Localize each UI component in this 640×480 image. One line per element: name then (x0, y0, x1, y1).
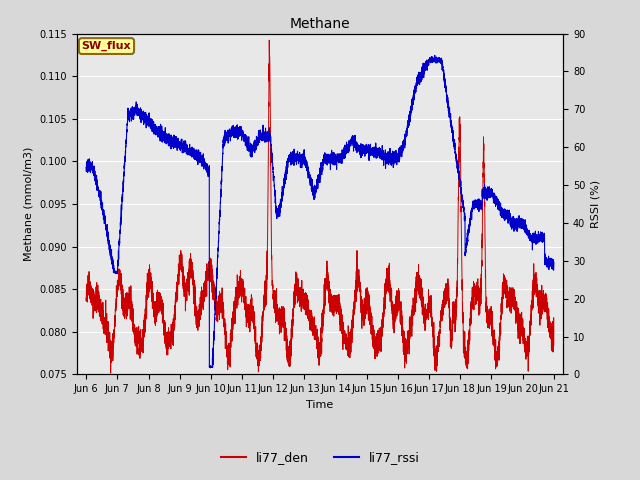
Legend: li77_den, li77_rssi: li77_den, li77_rssi (216, 446, 424, 469)
Y-axis label: Methane (mmol/m3): Methane (mmol/m3) (24, 147, 34, 261)
Text: SW_flux: SW_flux (82, 41, 131, 51)
Y-axis label: RSSI (%): RSSI (%) (591, 180, 601, 228)
X-axis label: Time: Time (307, 400, 333, 409)
Title: Methane: Methane (290, 17, 350, 31)
